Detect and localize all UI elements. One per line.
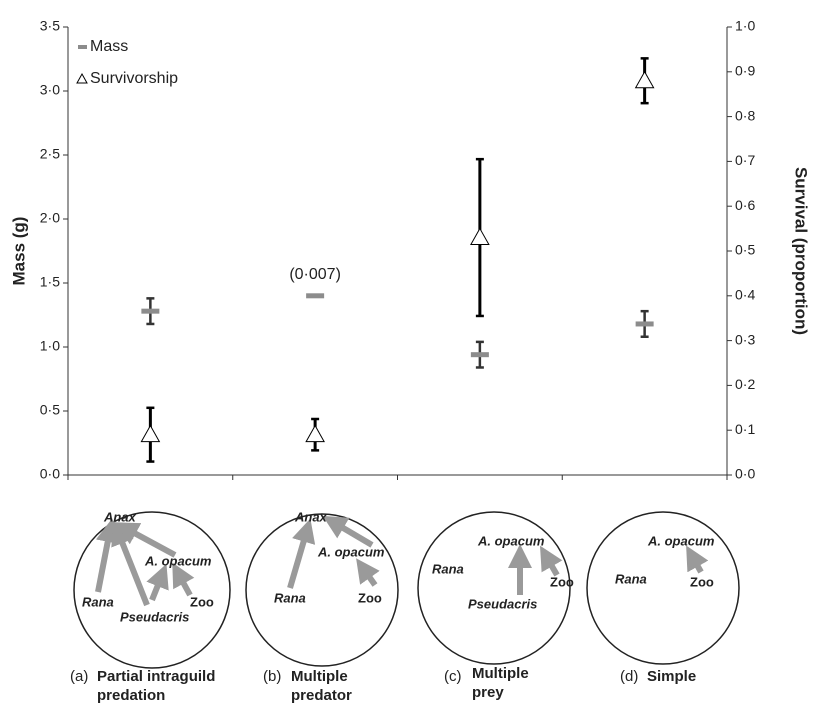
panel-letter: (d) xyxy=(620,668,638,685)
y-tick-label: 3·0 xyxy=(40,82,60,98)
diagrams: Anax A. opacum Rana Pseudacris Zoo Anax … xyxy=(70,509,739,704)
arrow xyxy=(118,532,147,605)
y-tick-label: 0·5 xyxy=(40,402,60,418)
node-label: Zoo xyxy=(190,594,214,609)
panel-title: predator xyxy=(291,687,352,704)
node-label: Rana xyxy=(615,571,647,586)
panel-title: Simple xyxy=(647,668,696,685)
y2-tick-label: 1·0 xyxy=(735,18,755,34)
y2-tick-label: 0·8 xyxy=(735,107,755,123)
chart: Mass (g) Survival (proportion) Anax A. o… xyxy=(0,0,817,707)
panel-letter: (c) xyxy=(444,668,462,685)
legend-swatch xyxy=(78,45,87,49)
arrow xyxy=(692,556,701,572)
panel-letter: (b) xyxy=(263,668,281,685)
y-tick-label: 2·5 xyxy=(40,146,60,162)
node-label: Rana xyxy=(82,594,114,609)
panel-title: Multiple xyxy=(291,668,348,685)
y-axis-title: Mass (g) xyxy=(9,217,28,286)
y-tick-label: 0·0 xyxy=(40,466,60,482)
node-label: Zoo xyxy=(550,574,574,589)
arrow xyxy=(290,530,307,588)
survival-marker xyxy=(306,426,324,442)
y2-tick-label: 0·6 xyxy=(735,197,755,213)
survival-marker xyxy=(141,426,159,442)
arrow xyxy=(333,522,372,545)
arrow xyxy=(546,556,557,575)
arrow xyxy=(152,575,162,600)
y2-tick-label: 0·3 xyxy=(735,331,755,347)
node-label: Pseudacris xyxy=(120,609,189,624)
panel-letter: (a) xyxy=(70,668,88,685)
survival-marker xyxy=(636,72,654,88)
mass-marker xyxy=(141,309,159,314)
y2-tick-label: 0·7 xyxy=(735,152,755,168)
panel-title: Partial intraguild xyxy=(97,668,215,685)
y-tick-label: 1·0 xyxy=(40,338,60,354)
node-label: Rana xyxy=(274,590,306,605)
y2-tick-label: 0·1 xyxy=(735,421,755,437)
panel-title: prey xyxy=(472,684,504,701)
error-label: (0·007) xyxy=(289,266,341,283)
y-tick-label: 3·5 xyxy=(40,18,60,34)
survival-marker xyxy=(471,229,489,245)
node-label: A. opacum xyxy=(647,533,715,548)
mass-marker xyxy=(636,321,654,326)
y2-tick-label: 0·0 xyxy=(735,466,755,482)
arrow xyxy=(98,530,110,592)
mass-marker xyxy=(306,293,324,298)
legend-swatch xyxy=(77,74,87,83)
panel-title: Multiple xyxy=(472,665,529,682)
node-label: Anax xyxy=(103,509,137,524)
y2-tick-label: 0·9 xyxy=(735,63,755,79)
arrow xyxy=(125,528,175,555)
node-label: Zoo xyxy=(690,574,714,589)
panel-title: predation xyxy=(97,687,165,704)
arrow xyxy=(363,568,375,585)
node-label: Rana xyxy=(432,561,464,576)
legend-label: Survivorship xyxy=(90,70,178,87)
node-label: Zoo xyxy=(358,590,382,605)
mass-marker xyxy=(471,352,489,357)
node-label: Pseudacris xyxy=(468,596,537,611)
y2-tick-label: 0·2 xyxy=(735,376,755,392)
node-label: A. opacum xyxy=(317,544,385,559)
node-label: A. opacum xyxy=(477,533,545,548)
node-label: Anax xyxy=(294,509,328,524)
legend-label: Mass xyxy=(90,38,128,55)
y-tick-label: 1·5 xyxy=(40,274,60,290)
arrow xyxy=(178,573,190,595)
node-label: A. opacum xyxy=(144,553,212,568)
y-tick-label: 2·0 xyxy=(40,210,60,226)
y2-tick-label: 0·4 xyxy=(735,287,755,303)
y2-axis-title: Survival (proportion) xyxy=(792,167,811,335)
y2-tick-label: 0·5 xyxy=(735,242,755,258)
